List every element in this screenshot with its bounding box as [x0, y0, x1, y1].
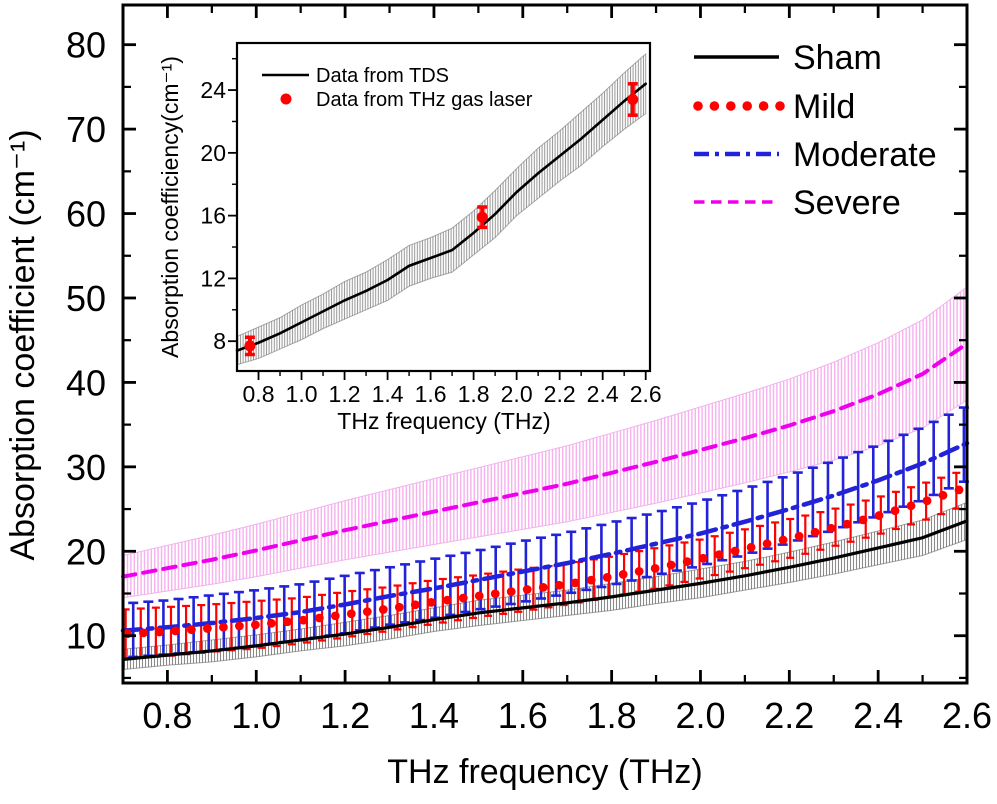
- svg-text:2.4: 2.4: [587, 381, 619, 407]
- svg-text:1.0: 1.0: [231, 695, 281, 736]
- legend-item-mild: Mild: [693, 88, 855, 126]
- svg-text:0.8: 0.8: [243, 381, 275, 407]
- legend-item-sham: Sham: [694, 39, 882, 77]
- svg-text:0.8: 0.8: [142, 695, 192, 736]
- svg-text:1.2: 1.2: [329, 381, 361, 407]
- svg-text:2.6: 2.6: [630, 381, 662, 407]
- svg-text:1.4: 1.4: [372, 381, 404, 407]
- main-chart: 0.8 1.0 1.2 1.4 1.6 1.8 2.0 2.2 2.4 2.6 10 20 30 40 50…: [66, 3, 992, 736]
- svg-text:40: 40: [66, 362, 106, 403]
- legend-item-severe: Severe: [694, 184, 901, 222]
- svg-text:1.8: 1.8: [458, 381, 490, 407]
- svg-text:12: 12: [200, 265, 226, 291]
- legend-label: Severe: [793, 184, 901, 222]
- svg-text:1.8: 1.8: [587, 695, 637, 736]
- inset-legend-label: Data from THz gas laser: [316, 89, 533, 111]
- svg-text:2.2: 2.2: [544, 381, 576, 407]
- svg-text:1.2: 1.2: [320, 695, 370, 736]
- main-y-axis-title: Absorption coefficient (cm⁻¹): [4, 129, 42, 560]
- legend-label: Sham: [793, 39, 882, 77]
- svg-text:70: 70: [66, 109, 106, 150]
- svg-text:24: 24: [200, 77, 226, 103]
- svg-text:2.2: 2.2: [764, 695, 814, 736]
- inset-chart: 0.8 1.0 1.2 1.4 1.6 1.8 2.0 2.2 2.4 2.6 8 12 16 20 24: [200, 41, 662, 407]
- svg-text:2.0: 2.0: [675, 695, 725, 736]
- legend-item-moderate: Moderate: [694, 136, 937, 174]
- svg-text:10: 10: [66, 616, 106, 657]
- svg-text:16: 16: [200, 203, 226, 229]
- svg-text:60: 60: [66, 194, 106, 235]
- svg-text:20: 20: [66, 531, 106, 572]
- plot-layer: 0.8 1.0 1.2 1.4 1.6 1.8 2.0 2.2 2.4 2.6 10 20 30 40 50…: [66, 3, 992, 736]
- svg-text:50: 50: [66, 278, 106, 319]
- inset-legend-item-tds: Data from TDS: [262, 65, 449, 87]
- svg-text:1.6: 1.6: [415, 381, 447, 407]
- inset-x-axis-title: THz frequency (THz): [337, 408, 550, 434]
- legend-label: Moderate: [793, 136, 937, 174]
- main-x-axis-title: THz frequency (THz): [387, 753, 703, 791]
- svg-text:1.6: 1.6: [498, 695, 548, 736]
- svg-text:20: 20: [200, 140, 226, 166]
- svg-text:8: 8: [213, 328, 226, 354]
- inset-y-axis-title: Absorption coefficiency(cm⁻¹): [157, 56, 183, 358]
- svg-text:80: 80: [66, 25, 106, 66]
- main-legend: Sham Mild Moderate Severe: [693, 39, 937, 222]
- svg-text:1.4: 1.4: [409, 695, 459, 736]
- svg-text:1.0: 1.0: [286, 381, 318, 407]
- inset-legend-label: Data from TDS: [316, 65, 449, 87]
- inset-legend-item-gas-laser: Data from THz gas laser: [280, 89, 533, 111]
- svg-text:2.4: 2.4: [853, 695, 903, 736]
- legend-label: Mild: [793, 88, 855, 126]
- svg-text:30: 30: [66, 447, 106, 488]
- svg-text:2.0: 2.0: [501, 381, 533, 407]
- svg-text:2.6: 2.6: [942, 695, 992, 736]
